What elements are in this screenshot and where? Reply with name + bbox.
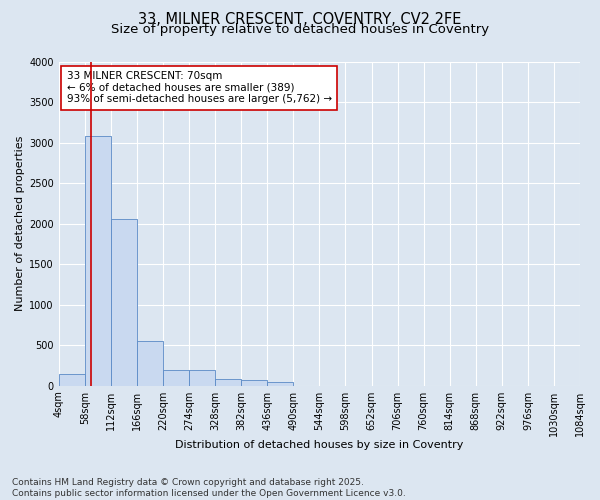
Bar (241, 380, 267, 386)
Y-axis label: Number of detached properties: Number of detached properties (15, 136, 25, 312)
Bar (267, 382, 293, 386)
Text: 33 MILNER CRESCENT: 70sqm
← 6% of detached houses are smaller (389)
93% of semi-: 33 MILNER CRESCENT: 70sqm ← 6% of detach… (67, 71, 332, 104)
Bar (137, 340, 163, 386)
Text: Contains HM Land Registry data © Crown copyright and database right 2025.
Contai: Contains HM Land Registry data © Crown c… (12, 478, 406, 498)
Bar (59, 374, 85, 386)
Text: 33, MILNER CRESCENT, COVENTRY, CV2 2FE: 33, MILNER CRESCENT, COVENTRY, CV2 2FE (139, 12, 461, 28)
Text: Size of property relative to detached houses in Coventry: Size of property relative to detached ho… (111, 24, 489, 36)
Bar (189, 370, 215, 386)
Bar (85, 136, 111, 386)
Bar (163, 370, 189, 386)
Bar (215, 379, 241, 386)
X-axis label: Distribution of detached houses by size in Coventry: Distribution of detached houses by size … (175, 440, 464, 450)
Bar (111, 218, 137, 386)
